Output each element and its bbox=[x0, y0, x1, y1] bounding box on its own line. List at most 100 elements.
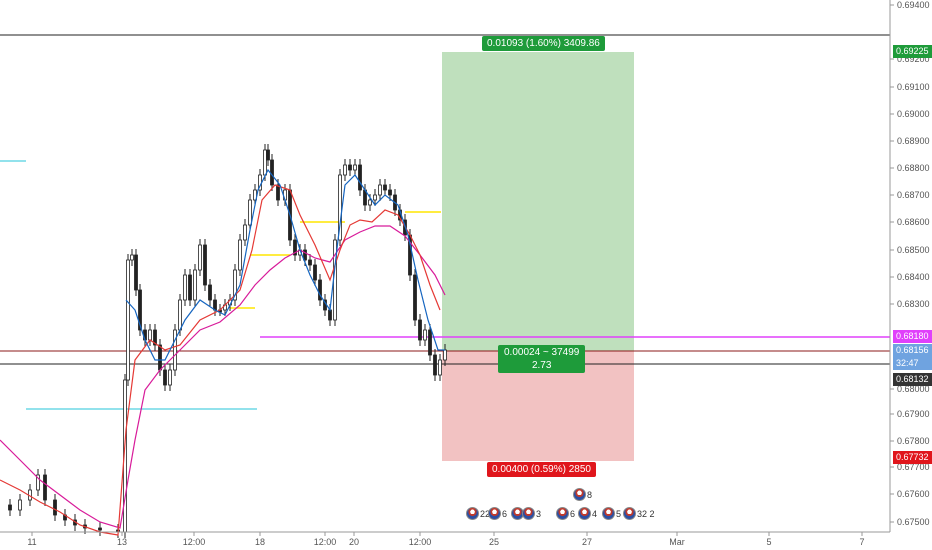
price-tick-label: 0.67500 bbox=[897, 517, 930, 527]
price-tick-label: 0.68500 bbox=[897, 245, 930, 255]
candle-body bbox=[168, 369, 172, 386]
time-axis[interactable]: 11 13 12:00 18 12:00 20 12:00 25 27 Mar 5 7 bbox=[27, 532, 865, 547]
candle-body bbox=[303, 249, 307, 261]
us-flag-icon bbox=[578, 507, 592, 520]
current-price-tag: 0.68156 32:47 bbox=[893, 344, 932, 370]
price-tick-label: 0.67800 bbox=[897, 436, 930, 446]
event-extra: 6 bbox=[502, 508, 508, 519]
event-marker-1[interactable]: 22 6 bbox=[466, 507, 507, 520]
candle-body bbox=[126, 259, 130, 381]
current-price-value: 0.68156 bbox=[896, 345, 929, 355]
candle-body bbox=[238, 239, 242, 271]
us-flag-icon bbox=[623, 507, 637, 520]
target-label: 0.01093 (1.60%) 3409.86 bbox=[482, 36, 605, 51]
time-tick-label: 27 bbox=[582, 537, 592, 547]
profit-zone[interactable] bbox=[442, 52, 634, 351]
event-marker-3[interactable]: 8 bbox=[573, 488, 592, 501]
price-tick-label: 0.68400 bbox=[897, 272, 930, 282]
time-tick-label: 13 bbox=[117, 537, 127, 547]
candle-body bbox=[343, 164, 347, 176]
event-extra: 32 2 bbox=[637, 508, 655, 519]
price-tick-label: 0.69200 bbox=[897, 54, 930, 64]
event-marker-4[interactable]: 6 4 bbox=[556, 507, 597, 520]
event-marker-2[interactable]: 3 bbox=[511, 507, 541, 520]
candle-body bbox=[153, 329, 157, 346]
time-tick-label: 20 bbox=[349, 537, 359, 547]
price-tick-label: 0.69400 bbox=[897, 0, 930, 10]
stop-label: 0.00400 (0.59%) 2850 bbox=[487, 462, 596, 477]
price-tick-label: 0.67700 bbox=[897, 462, 930, 472]
time-tick-label: Mar bbox=[669, 537, 685, 547]
candle-body bbox=[423, 329, 427, 341]
price-tick-label: 0.68300 bbox=[897, 299, 930, 309]
us-flag-icon bbox=[488, 507, 502, 520]
candle-body bbox=[134, 254, 138, 291]
candle-body bbox=[193, 269, 197, 301]
candle-body bbox=[198, 244, 202, 271]
candle-body bbox=[53, 499, 57, 516]
candle-body bbox=[318, 279, 322, 301]
candle-body bbox=[130, 254, 134, 261]
candle-body bbox=[188, 274, 192, 301]
candle-body bbox=[213, 299, 217, 311]
candle-body bbox=[266, 149, 270, 161]
candle-body bbox=[313, 264, 317, 281]
event-count: 8 bbox=[587, 489, 593, 500]
candle-body bbox=[243, 224, 247, 241]
candle-body bbox=[248, 199, 252, 226]
us-flag-icon bbox=[573, 488, 586, 501]
candle-body bbox=[270, 159, 274, 186]
candle-body bbox=[443, 349, 447, 361]
candle-body bbox=[348, 164, 352, 171]
candle-body bbox=[18, 499, 22, 511]
candle-body bbox=[163, 369, 167, 386]
candle-body bbox=[368, 199, 372, 206]
event-count: 5 bbox=[616, 508, 622, 519]
price-tick-label: 0.69100 bbox=[897, 82, 930, 92]
candle-body bbox=[36, 474, 40, 491]
event-extra: 4 bbox=[592, 508, 598, 519]
candle-body bbox=[358, 164, 362, 191]
price-tick-label: 0.68000 bbox=[897, 384, 930, 394]
candlestick-series bbox=[8, 144, 447, 538]
event-count: 22 bbox=[480, 508, 491, 519]
position-ratio-label: 2.73 bbox=[531, 360, 552, 371]
candle-body bbox=[233, 269, 237, 301]
event-count: 6 bbox=[570, 508, 576, 519]
ma-red bbox=[0, 184, 441, 536]
us-flag-icon bbox=[556, 507, 569, 520]
price-axis[interactable]: 0.69400 0.69200 0.69100 0.69000 0.68900 0.688… bbox=[890, 0, 930, 527]
candle-body bbox=[203, 244, 207, 286]
time-tick-label: 7 bbox=[859, 537, 864, 547]
time-tick-label: 18 bbox=[255, 537, 265, 547]
candle-body bbox=[433, 354, 437, 376]
event-marker-5[interactable]: 5 32 2 bbox=[602, 507, 655, 520]
ma-blue bbox=[125, 168, 445, 361]
us-flag-icon bbox=[466, 507, 479, 520]
candle-body bbox=[308, 259, 312, 266]
entry-price-tag: 0.68180 bbox=[893, 330, 932, 343]
candle-body bbox=[208, 284, 212, 301]
candle-body bbox=[43, 474, 47, 501]
candle-body bbox=[138, 289, 142, 331]
stop-price-tag: 0.68132 bbox=[893, 373, 932, 386]
candle-body bbox=[148, 329, 152, 341]
candle-body bbox=[276, 184, 280, 201]
time-tick-label: 12:00 bbox=[183, 537, 206, 547]
price-tick-label: 0.67900 bbox=[897, 409, 930, 419]
price-tick-label: 0.69000 bbox=[897, 109, 930, 119]
candle-body bbox=[8, 504, 12, 511]
time-tick-label: 5 bbox=[766, 537, 771, 547]
candle-body bbox=[418, 319, 422, 341]
event-count: 3 bbox=[536, 508, 542, 519]
us-flag-icon bbox=[602, 507, 615, 520]
price-tick-label: 0.68700 bbox=[897, 190, 930, 200]
time-tick-label: 25 bbox=[489, 537, 499, 547]
candle-body bbox=[413, 274, 417, 321]
bar-countdown: 32:47 bbox=[896, 358, 919, 368]
candle-body bbox=[438, 359, 442, 376]
position-center-label[interactable]: 0.00024 ~ 37499 2.73 bbox=[498, 345, 586, 373]
candle-body bbox=[353, 164, 357, 171]
price-tick-label: 0.68800 bbox=[897, 163, 930, 173]
